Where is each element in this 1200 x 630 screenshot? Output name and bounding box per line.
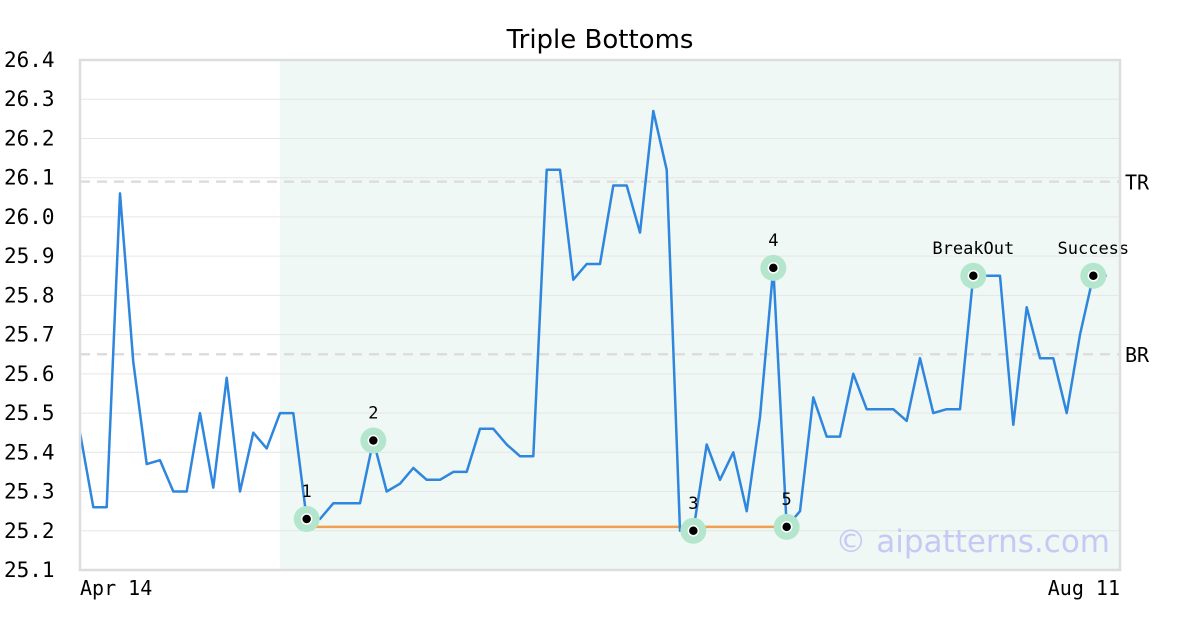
plot-frame xyxy=(78,58,1122,572)
y-tick-label: 25.9 xyxy=(4,244,55,268)
marker-point xyxy=(767,262,780,274)
marker-success: Success xyxy=(1058,239,1130,289)
marker-5: 5 xyxy=(773,490,800,540)
y-tick-label: 25.6 xyxy=(4,362,55,386)
marker-point xyxy=(967,270,980,282)
y-tick-label: 26.1 xyxy=(4,166,55,190)
y-tick-label: 25.5 xyxy=(4,401,55,425)
marker-label: 5 xyxy=(782,490,792,510)
y-tick-label: 26.3 xyxy=(4,87,55,111)
marker-point xyxy=(367,434,380,447)
reference-lines xyxy=(80,180,1120,356)
y-tick-label: 25.4 xyxy=(4,440,55,464)
y-tick-label: 26.0 xyxy=(4,205,55,229)
axes xyxy=(78,58,1122,572)
marker-1: 1 xyxy=(293,482,320,532)
y-tick-label: 25.2 xyxy=(4,519,55,543)
marker-3: 3 xyxy=(680,494,707,544)
y-tick-label: 25.7 xyxy=(4,323,55,347)
axis-labels: 25.1 25.2 25.3 25.4 25.5 25.6 25.7 25.8 25.9 26.0… xyxy=(4,48,1150,600)
marker-label: 4 xyxy=(768,231,778,251)
y-tick-label: 25.1 xyxy=(4,558,55,582)
y-tick-label: 25.8 xyxy=(4,283,55,307)
marker-point xyxy=(780,521,793,533)
marker-point xyxy=(1087,270,1100,282)
price-series-layer xyxy=(78,109,1107,533)
plot-background xyxy=(80,60,1120,570)
marker-2: 2 xyxy=(360,404,387,454)
marker-label: Success xyxy=(1058,239,1130,259)
y-tick-label: 26.2 xyxy=(4,126,55,150)
marker-label: 2 xyxy=(368,404,378,424)
marker-label: 1 xyxy=(302,482,312,502)
chart-title: Triple Bottoms xyxy=(506,25,694,55)
marker-4: 4 xyxy=(760,231,787,281)
y-tick-label: 26.4 xyxy=(4,48,55,72)
watermark: © aipatterns.com xyxy=(835,524,1110,560)
y-tick-label: 25.3 xyxy=(4,480,55,504)
reference-label-tr: TR xyxy=(1125,171,1150,195)
x-tick-label: Apr 14 xyxy=(80,576,152,600)
pattern-markers: 1 2 3 4 5 BreakOut Success xyxy=(293,231,1130,544)
marker-label: BreakOut xyxy=(932,239,1014,259)
series-line-0 xyxy=(78,109,1107,533)
marker-breakout: BreakOut xyxy=(932,239,1014,289)
x-tick-label: Aug 11 xyxy=(1048,576,1120,600)
marker-point xyxy=(300,513,313,525)
marker-point xyxy=(687,525,700,537)
marker-label: 3 xyxy=(688,494,698,514)
reference-label-br: BR xyxy=(1125,343,1150,367)
grid-lines xyxy=(80,59,1120,571)
